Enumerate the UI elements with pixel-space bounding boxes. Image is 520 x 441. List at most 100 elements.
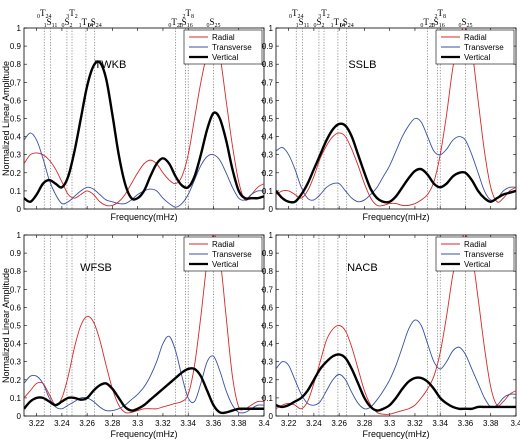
mode-label-prefix: 0: [458, 23, 461, 29]
x-tick-label: 3.38: [483, 419, 499, 428]
mode-label-sub: 2: [321, 23, 324, 29]
mode-label: 0S25: [458, 17, 472, 29]
x-tick-label: 3.3: [384, 419, 396, 428]
mode-label-sub: 24: [297, 14, 303, 20]
y-tick-label: 0.1: [262, 187, 274, 196]
mode-label-prefix: 1: [296, 23, 299, 29]
x-tick-label: 3.26: [79, 419, 95, 428]
y-tick-label: 0.4: [262, 133, 274, 142]
legend-label-vertical: Vertical: [464, 260, 490, 269]
mode-label-letter: S: [64, 17, 69, 27]
series-line-vertical: [24, 367, 264, 415]
y-tick-label: 0.9: [10, 249, 22, 258]
y-tick-label: 1: [269, 24, 274, 33]
y-tick-label: 0.2: [262, 169, 274, 178]
y-tick-label: 0.1: [262, 394, 274, 403]
mode-label-sub: 25: [177, 23, 183, 29]
mode-label-prefix: 0: [61, 23, 64, 29]
legend-label-radial: Radial: [464, 240, 487, 249]
y-tick-label: 1: [17, 231, 22, 240]
x-axis-label: Frequency(mHz): [362, 212, 429, 222]
series-line-vertical: [276, 353, 516, 412]
x-axis-labels: Frequency(mHz) Frequency(mHz) Frequency(mH…: [110, 212, 429, 439]
mode-label-letter: T: [334, 17, 340, 27]
mode-label-sub: 24: [96, 23, 102, 29]
y-tick-label: 0.8: [10, 60, 22, 69]
mode-label-sub: 2: [75, 14, 78, 20]
mode-label-prefix: 0: [88, 23, 91, 29]
y-tick-label: 0.9: [10, 42, 22, 51]
mode-label-letter: T: [171, 17, 177, 27]
mode-label-letter: S: [299, 17, 304, 27]
y-tick-label: 0.6: [262, 303, 274, 312]
x-tick-label: 3.24: [54, 419, 70, 428]
y-tick-label: 0.7: [10, 285, 22, 294]
mode-label-prefix: 0: [313, 23, 316, 29]
mode-label-letter: S: [182, 17, 187, 27]
y-tick-label: 0: [17, 412, 22, 421]
mode-label: 2T8: [434, 8, 446, 20]
legend-label-transverse: Transverse: [212, 43, 252, 52]
y-tick-label: 0.4: [10, 133, 22, 142]
y-tick-label: 0.8: [262, 267, 274, 276]
mode-label-sub: 8: [443, 14, 446, 20]
series-line-radial: [24, 235, 264, 414]
mode-label-sub: 8: [191, 14, 194, 20]
mode-label: 1S16: [431, 17, 445, 29]
y-tick-label: 0: [269, 205, 274, 214]
y-tick-label: 0.7: [262, 78, 274, 87]
mode-label: 1S16: [179, 17, 193, 29]
mode-label-prefix: 0: [420, 23, 423, 29]
mode-label-sub: 16: [187, 23, 193, 29]
y-tick-label: 0.8: [10, 267, 22, 276]
mode-label-sub: 24: [348, 23, 354, 29]
mode-label-sub: 25: [214, 23, 220, 29]
series-line-transverse: [276, 319, 516, 410]
y-tick-label: 0.3: [10, 151, 22, 160]
y-tick-label: 0.2: [262, 376, 274, 385]
mode-label: 1T14: [331, 17, 346, 29]
y-tick-label: 0.2: [10, 169, 22, 178]
mode-label: 0T25: [168, 17, 183, 29]
y-tick-label: 0.9: [262, 42, 274, 51]
mode-label: 0T24: [289, 8, 304, 20]
mode-label: 2T8: [182, 8, 194, 20]
y-tick-label: 1: [17, 24, 22, 33]
y-tick-label: 0.5: [10, 115, 22, 124]
x-tick-label: 3.3: [132, 419, 144, 428]
mode-label: 0S2: [61, 17, 72, 29]
mode-label-prefix: 0: [340, 23, 343, 29]
station-label: TWKB: [95, 59, 127, 71]
y-tick-label: 0.1: [10, 187, 22, 196]
mode-label-sub: 11: [52, 23, 58, 29]
legend-label-radial: Radial: [212, 33, 235, 42]
mode-label-prefix: 1: [79, 23, 82, 29]
mode-label-prefix: 1: [44, 23, 47, 29]
mode-label: 0S2: [313, 17, 324, 29]
mode-label-letter: T: [185, 8, 191, 18]
x-axis-label: Frequency(mHz): [110, 429, 177, 439]
legend-label-transverse: Transverse: [464, 250, 504, 259]
x-tick-label: 3.22: [29, 419, 45, 428]
mode-label: 1S11: [296, 17, 310, 29]
panel-nacb: 0 0.1 0.2 0.3 0.4 0.5 0.6 0.7 0.8 0.9 1 3.22 3.24 3.2…: [262, 231, 520, 428]
mode-label-prefix: 3: [318, 14, 321, 20]
mode-label: 0S25: [206, 17, 220, 29]
mode-label: 3T2: [66, 8, 78, 20]
x-tick-label: 3.36: [458, 419, 474, 428]
x-tick-label: 3.36: [206, 419, 222, 428]
y-tick-label: 0.6: [262, 96, 274, 105]
mode-label-letter: T: [40, 8, 46, 18]
mode-label-sub: 14: [339, 23, 345, 29]
y-tick-label: 0.5: [262, 115, 274, 124]
x-tick-label: 3.32: [407, 419, 423, 428]
mode-label-letter: S: [316, 17, 321, 27]
y-tick-label: 0.4: [10, 340, 22, 349]
series-line-vertical: [276, 122, 516, 204]
x-tick-label: 3.34: [180, 419, 196, 428]
legend-label-vertical: Vertical: [212, 260, 238, 269]
mode-label-prefix: 3: [66, 14, 69, 20]
x-tick-label: 3.4: [258, 419, 270, 428]
